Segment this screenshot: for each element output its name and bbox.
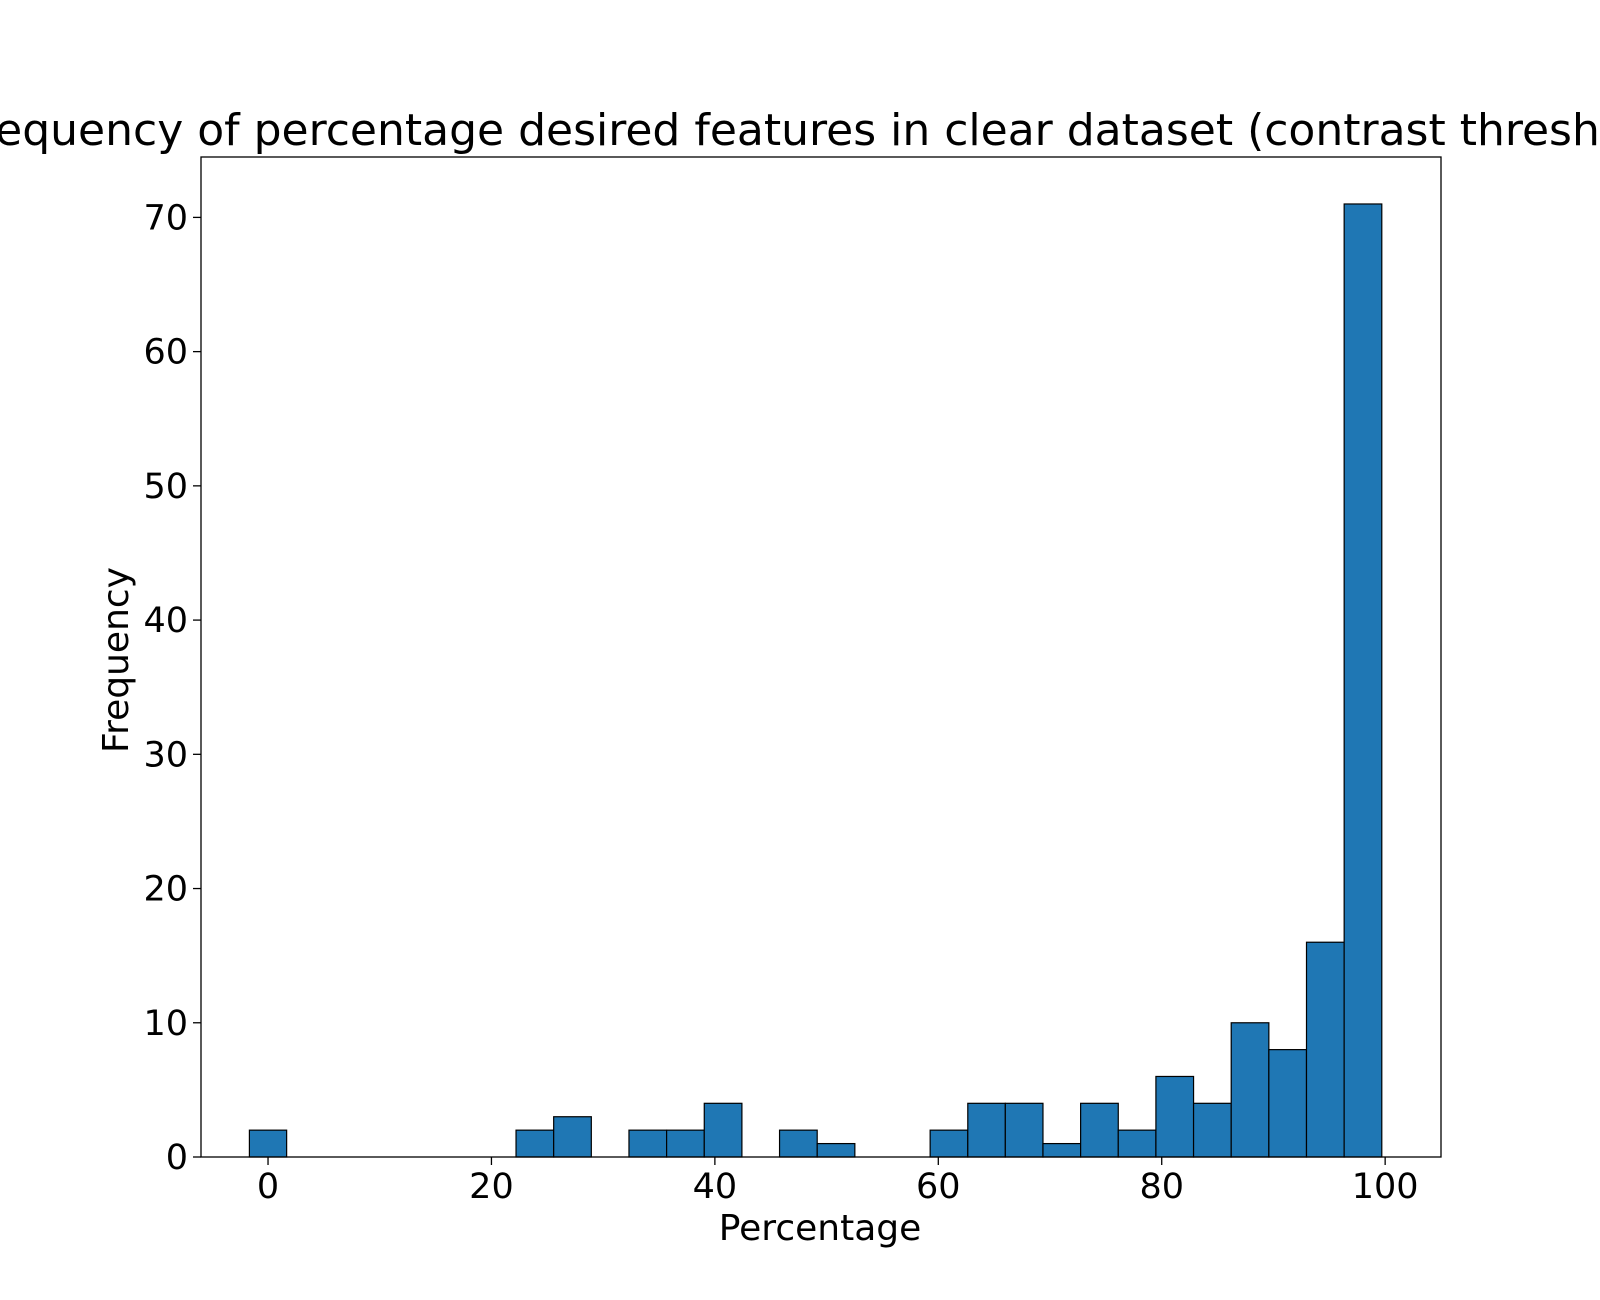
- y-tick-label: 30: [143, 735, 188, 775]
- histogram-bar: [515, 1129, 555, 1158]
- x-tick-label: 0: [257, 1167, 279, 1207]
- chart-title: Frequency of percentage desired features…: [0, 105, 1600, 156]
- histogram-bar: [553, 1116, 592, 1158]
- histogram-bar: [1117, 1129, 1157, 1158]
- y-axis-label: Frequency: [96, 567, 137, 753]
- histogram-bar: [1343, 203, 1383, 1158]
- histogram-bar: [1004, 1102, 1044, 1158]
- histogram-bar: [666, 1129, 705, 1158]
- x-axis-ticks: 0 20 40 60 80 100: [257, 1157, 1419, 1207]
- histogram-bar: [703, 1102, 743, 1158]
- x-tick-label: 60: [916, 1167, 961, 1207]
- histogram-bar: [1305, 941, 1345, 1158]
- histogram-bar: [1080, 1102, 1119, 1158]
- y-tick-label: 40: [143, 601, 188, 641]
- x-axis-label: Percentage: [719, 1208, 922, 1249]
- x-tick-label: 40: [693, 1167, 738, 1207]
- histogram-bar: [1230, 1022, 1270, 1158]
- y-tick-label: 60: [143, 333, 188, 373]
- y-tick-label: 10: [143, 1004, 188, 1044]
- histogram-bar: [967, 1102, 1006, 1158]
- histogram-bar: [1268, 1049, 1308, 1158]
- plot-frame: [200, 156, 1442, 1158]
- y-axis-ticks: 0 10 20 30 40 50 60 70: [143, 198, 201, 1178]
- histogram-bar: [1042, 1142, 1082, 1158]
- y-tick-label: 70: [143, 198, 188, 238]
- y-tick-label: 50: [143, 467, 188, 507]
- histogram-bar: [1192, 1102, 1232, 1158]
- histogram-bar: [248, 1129, 288, 1158]
- y-tick-label: 0: [166, 1138, 188, 1178]
- y-tick-label: 20: [143, 870, 188, 910]
- bars-group: [248, 203, 1383, 1158]
- histogram-bar: [929, 1129, 969, 1158]
- x-tick-label: 80: [1139, 1167, 1184, 1207]
- histogram-bar: [1155, 1075, 1195, 1158]
- histogram-bar: [816, 1142, 856, 1158]
- histogram-bar: [628, 1129, 668, 1158]
- x-tick-label: 20: [469, 1167, 514, 1207]
- x-tick-label: 100: [1352, 1167, 1419, 1207]
- histogram-bar: [778, 1129, 818, 1158]
